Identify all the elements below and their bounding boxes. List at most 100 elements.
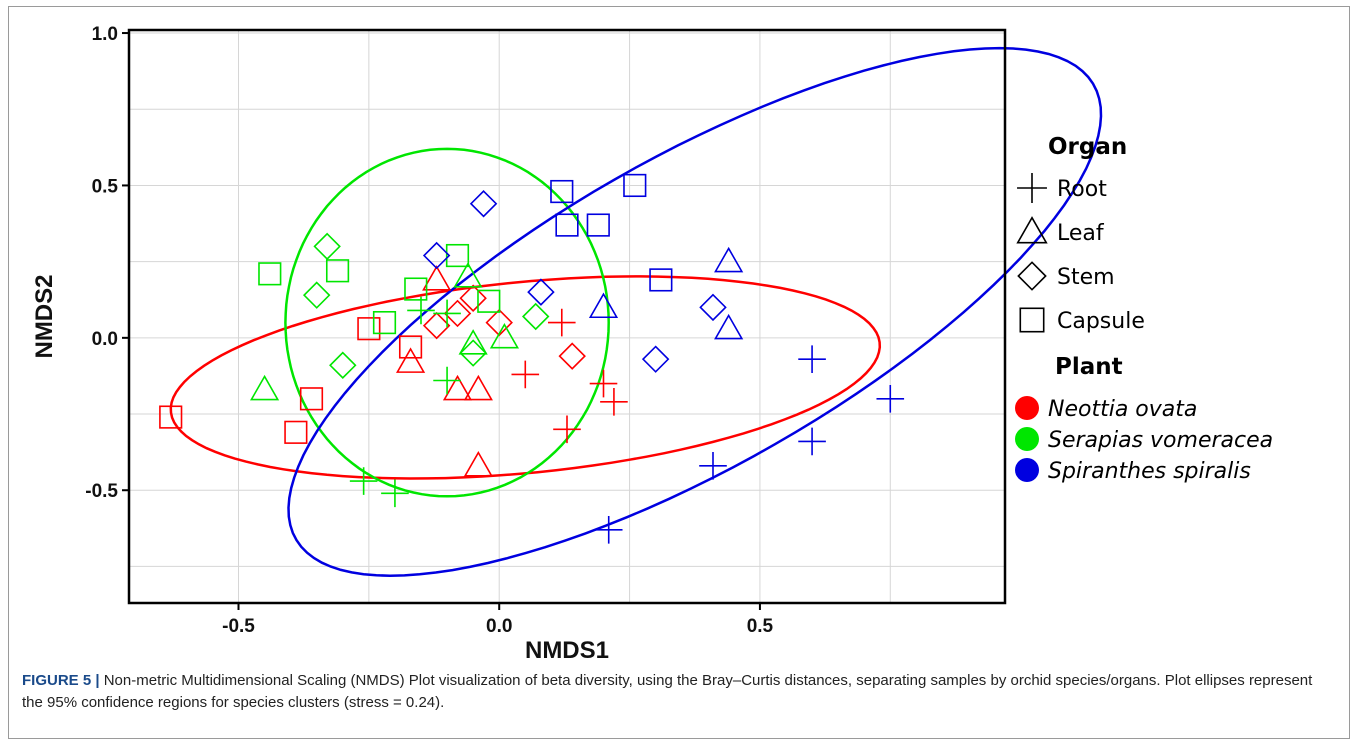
data-point-root: [553, 415, 581, 444]
legend-organ-label: Root: [1057, 177, 1107, 202]
data-point-capsule: [372, 310, 397, 335]
data-point-capsule: [404, 277, 428, 301]
data-point-root: [798, 345, 826, 373]
data-point-capsule: [445, 243, 470, 268]
legend-plant-item: Serapias vomeracea: [1015, 427, 1273, 453]
data-point-leaf: [458, 329, 488, 355]
data-point-root: [699, 452, 727, 480]
legend-plant-item: Spiranthes spiralis: [1015, 458, 1251, 484]
data-point-capsule: [550, 179, 574, 204]
y-tick-label: 1.0: [92, 24, 118, 45]
data-point-root: [349, 467, 378, 495]
plot-area-border: [127, 28, 1007, 605]
data-point-capsule: [325, 259, 350, 283]
legend-organ-item: Root: [1017, 173, 1107, 203]
legend-plant-label: Serapias vomeracea: [1048, 428, 1273, 453]
data-point-leaf: [442, 374, 473, 401]
data-point-capsule: [555, 213, 579, 237]
legend-color-dot-icon: [1015, 427, 1039, 451]
y-tick-label: -0.5: [85, 481, 118, 502]
data-point-capsule: [258, 262, 282, 286]
data-point-stem: [699, 293, 727, 322]
data-point-stem: [521, 302, 550, 331]
y-tick-label: 0.5: [92, 176, 119, 197]
data-point-stem: [443, 299, 472, 328]
data-point-stem: [558, 342, 586, 370]
data-point-capsule: [284, 420, 308, 444]
data-point-leaf: [249, 374, 280, 401]
data-point-stem: [459, 339, 487, 367]
legend-diamond-icon: [1017, 261, 1047, 291]
data-point-root: [433, 299, 461, 328]
legend-organ-item: Capsule: [1019, 307, 1145, 334]
figure-frame: [8, 6, 1350, 739]
data-point-leaf: [463, 451, 493, 477]
legend-triangle-icon: [1016, 216, 1048, 244]
data-point-root: [798, 427, 826, 456]
confidence-ellipse: [287, 46, 1103, 577]
x-tick-label: 0.5: [747, 616, 774, 637]
data-point-stem: [302, 281, 331, 309]
legend-organ-items: Root Leaf Stem Capsule: [1016, 173, 1145, 334]
data-point-stem: [422, 241, 451, 270]
legend-plant-item: Neottia ovata: [1015, 396, 1197, 422]
data-point-capsule: [623, 173, 647, 198]
legend-color-dot-icon: [1015, 458, 1039, 482]
data-point-root: [511, 360, 540, 389]
data-point-stem: [459, 284, 487, 312]
data-point-leaf: [489, 323, 520, 349]
data-point-stem: [527, 278, 555, 306]
confidence-ellipses: [169, 46, 1103, 577]
figure-caption: FIGURE 5 | Non-metric Multidimensional S…: [22, 670, 1332, 714]
data-point-stem: [641, 345, 670, 373]
legend-plant-title: Plant: [1055, 354, 1123, 380]
y-axis-title: NMDS2: [31, 274, 58, 358]
caption-text: Non-metric Multidimensional Scaling (NMD…: [22, 672, 1313, 711]
x-axis-title: NMDS1: [525, 637, 609, 660]
legend-organ-item: Stem: [1017, 261, 1115, 291]
data-point-stem: [313, 232, 341, 261]
data-point-leaf: [588, 292, 619, 319]
data-point-capsule: [477, 289, 501, 313]
caption-label: FIGURE 5 |: [22, 672, 100, 689]
data-point-leaf: [463, 374, 493, 401]
legend-organ-title: Organ: [1048, 134, 1127, 160]
data-point-stem: [329, 351, 357, 379]
legend-square-icon: [1019, 307, 1045, 333]
x-tick-label: 0.0: [486, 616, 512, 637]
confidence-ellipse: [284, 147, 610, 498]
legend-plant-label: Spiranthes spiralis: [1048, 459, 1251, 484]
axis-ticks: -0.5 0.0 0.5 -0.5 0.0 0.5 1.0: [85, 24, 773, 637]
data-point-leaf: [453, 262, 483, 288]
data-point-root: [407, 296, 435, 325]
data-point-capsule: [299, 387, 324, 411]
legend-organ-item: Leaf: [1016, 216, 1105, 246]
data-point-root: [876, 384, 905, 413]
grid-lines: [129, 30, 1005, 603]
data-point-leaf: [422, 265, 452, 291]
legend-organ-label: Leaf: [1057, 221, 1105, 246]
data-point-root: [381, 479, 409, 508]
data-point-capsule: [398, 335, 423, 359]
legend-color-dot-icon: [1015, 396, 1039, 420]
legend-organ-label: Capsule: [1057, 309, 1145, 334]
data-point-capsule: [357, 317, 381, 341]
legend: Organ Root Leaf Stem Capsule Plant Neottia …: [1015, 134, 1273, 484]
data-point-root: [589, 369, 618, 398]
legend-plus-icon: [1017, 173, 1047, 203]
data-point-root: [600, 388, 628, 416]
data-point-leaf: [714, 313, 744, 340]
x-tick-label: -0.5: [222, 616, 255, 637]
confidence-ellipse: [169, 275, 882, 480]
data-point-leaf: [395, 347, 426, 373]
nmds-chart: -0.5 0.0 0.5 -0.5 0.0 0.5 1.0 NMDS1 NMDS2 Orga…: [31, 24, 1273, 660]
data-point-capsule: [649, 268, 673, 292]
data-point-root: [547, 308, 576, 337]
y-tick-label: 0.0: [92, 329, 118, 350]
data-point-stem: [422, 311, 451, 340]
data-points: [159, 173, 905, 544]
legend-plant-items: Neottia ovata Serapias vomeracea Spiranthe…: [1015, 396, 1273, 484]
legend-plant-label: Neottia ovata: [1048, 397, 1197, 422]
data-point-capsule: [159, 405, 183, 429]
data-point-leaf: [714, 246, 744, 273]
